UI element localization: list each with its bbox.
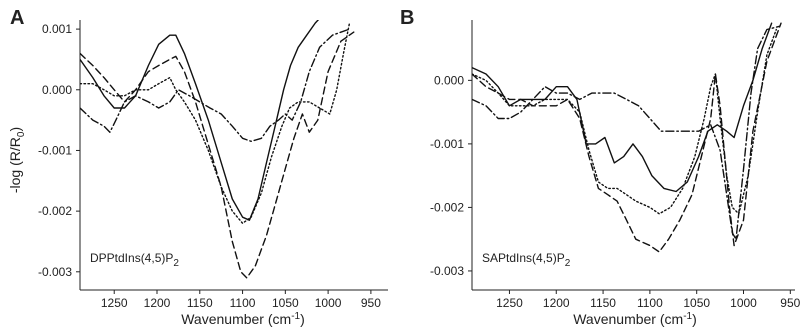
panel-a-xlabel: Wavenumber (cm-1)	[181, 311, 305, 327]
panel-a-y-tick-label: 0.001	[42, 22, 72, 36]
panel-a-ylabel: -log (R/R0)	[7, 127, 27, 193]
panel-b-y-tick-label: -0.001	[430, 137, 464, 151]
panel-a-xlabel-main: Wavenumber (cm	[181, 311, 291, 327]
panel-b-series-dotted	[472, 30, 776, 214]
panel-b-xlabel: Wavenumber (cm-1)	[573, 311, 697, 327]
panel-a-y-tick-label: 0.000	[42, 83, 72, 97]
panel-a-x-tick-label: 1050	[272, 296, 299, 310]
panel-b-x-tick-label: 1100	[637, 296, 663, 310]
panel-a-series-dotted	[80, 23, 350, 223]
panel-a-series-dashed	[80, 32, 354, 278]
panel-b-x-tick-label: 1000	[730, 296, 757, 310]
panel-b-y-tick-label: -0.003	[430, 264, 464, 278]
panel-b-y-tick-label: -0.002	[430, 200, 464, 214]
panel-a-plot: 1250 1200 1150 1100 1050 1000 950 0.001 0.000 -0.…	[38, 11, 388, 310]
panel-a-y-tick-label: -0.002	[38, 204, 72, 218]
panel-a-x-tick-label: 1250	[101, 296, 128, 310]
panel-a-xlabel-tail: )	[300, 311, 305, 327]
panel-b-sample-sub: 2	[565, 258, 571, 269]
panel-b-sample-label: SAPtdIns(4,5)P2	[482, 251, 571, 269]
panel-a-x-tick-label: 1200	[144, 296, 171, 310]
panel-b-series-dashdot	[472, 26, 779, 239]
panel-b-x-tick-label: 1200	[543, 296, 570, 310]
panel-b-x-tick-label: 1150	[590, 296, 616, 310]
panel-b-letter: B	[400, 7, 414, 29]
panel-a-x-tick-label: 1100	[230, 296, 256, 310]
panel-b-x-tick-label: 1050	[683, 296, 710, 310]
panel-a-x-tick-label: 950	[361, 296, 381, 310]
panel-a-ylabel-main: -log (R/R	[7, 137, 23, 193]
panel-a-ylabel-tail: )	[7, 127, 23, 132]
panel-b-xlabel-main: Wavenumber (cm	[573, 311, 683, 327]
panel-a-x-tick-label: 1150	[187, 296, 213, 310]
panel-b-series-solid	[472, 23, 772, 191]
panel-a-letter: A	[10, 7, 24, 29]
panel-a-y-tick-label: -0.001	[38, 143, 72, 157]
panel-a-series-dashdot	[80, 29, 350, 141]
panel-a-sample-label: DPPtdIns(4,5)P2	[90, 251, 179, 269]
panel-a-sample-main: DPPtdIns(4,5)P	[90, 251, 173, 265]
panel-a-y-tick-label: -0.003	[38, 265, 72, 279]
panel-a-sample-sub: 2	[173, 258, 179, 269]
panel-a-x-tick-label: 1000	[315, 296, 342, 310]
panel-b-plot: 1250 1200 1150 1100 1050 1000 950 0.000 -0.001 -0…	[430, 20, 800, 310]
panel-b-sample-main: SAPtdIns(4,5)P	[482, 251, 565, 265]
panel-b-xlabel-tail: )	[692, 311, 697, 327]
panel-b-x-tick-label: 950	[780, 296, 800, 310]
panel-b-y-tick-label: 0.000	[434, 73, 464, 87]
panel-b-x-tick-label: 1250	[496, 296, 523, 310]
